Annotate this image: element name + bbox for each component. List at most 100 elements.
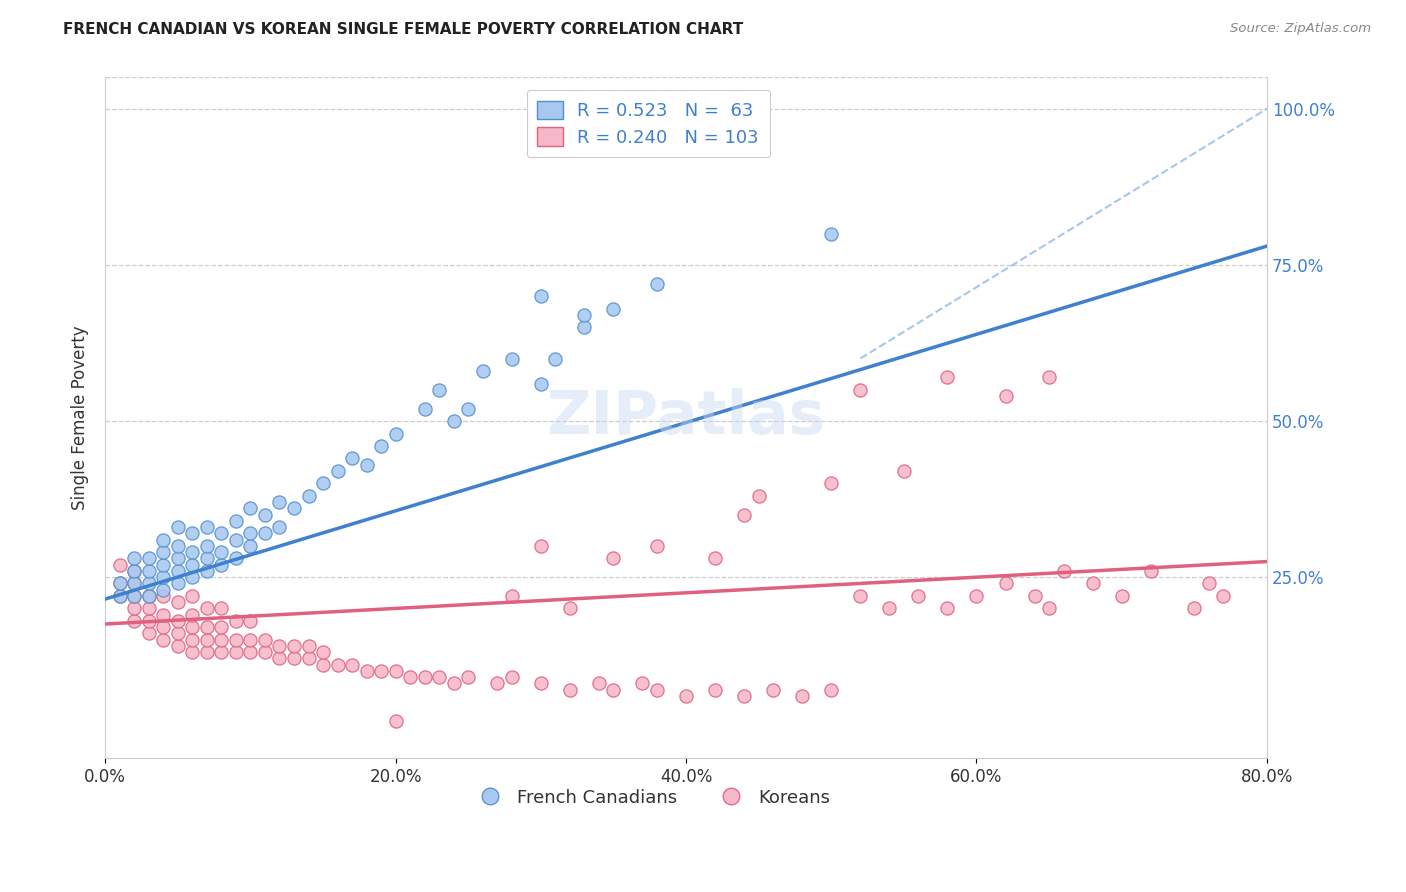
Point	[209, 545, 232, 559]
Point	[704, 551, 727, 566]
Point	[209, 632, 232, 647]
Point	[195, 564, 218, 578]
Point	[138, 601, 160, 615]
Point	[181, 545, 204, 559]
Point	[1139, 564, 1161, 578]
Point	[340, 657, 363, 672]
Point	[1024, 589, 1046, 603]
Point	[312, 657, 335, 672]
Point	[195, 620, 218, 634]
Point	[209, 558, 232, 572]
Point	[530, 539, 553, 553]
Point	[195, 539, 218, 553]
Point	[936, 601, 959, 615]
Point	[122, 589, 145, 603]
Point	[558, 601, 581, 615]
Point	[138, 564, 160, 578]
Point	[427, 670, 450, 684]
Point	[239, 645, 262, 659]
Point	[253, 645, 276, 659]
Point	[588, 676, 610, 690]
Point	[443, 414, 465, 428]
Point	[269, 651, 291, 665]
Point	[792, 689, 814, 703]
Point	[138, 626, 160, 640]
Point	[1212, 589, 1234, 603]
Point	[269, 495, 291, 509]
Point	[356, 664, 378, 678]
Point	[108, 589, 131, 603]
Point	[820, 476, 842, 491]
Point	[166, 520, 188, 534]
Point	[1081, 576, 1104, 591]
Point	[820, 227, 842, 241]
Point	[994, 389, 1017, 403]
Point	[457, 401, 479, 416]
Point	[225, 645, 247, 659]
Point	[384, 664, 406, 678]
Point	[122, 576, 145, 591]
Point	[574, 308, 596, 322]
Point	[181, 632, 204, 647]
Point	[733, 689, 755, 703]
Point	[225, 514, 247, 528]
Point	[166, 626, 188, 640]
Point	[602, 682, 624, 697]
Point	[312, 476, 335, 491]
Point	[152, 582, 174, 597]
Text: FRENCH CANADIAN VS KOREAN SINGLE FEMALE POVERTY CORRELATION CHART: FRENCH CANADIAN VS KOREAN SINGLE FEMALE …	[63, 22, 744, 37]
Point	[195, 632, 218, 647]
Point	[122, 564, 145, 578]
Point	[457, 670, 479, 684]
Point	[312, 645, 335, 659]
Point	[645, 539, 668, 553]
Point	[253, 526, 276, 541]
Point	[181, 620, 204, 634]
Point	[1052, 564, 1074, 578]
Point	[1111, 589, 1133, 603]
Point	[1198, 576, 1220, 591]
Point	[486, 676, 509, 690]
Point	[181, 589, 204, 603]
Point	[195, 520, 218, 534]
Point	[849, 589, 872, 603]
Point	[138, 576, 160, 591]
Text: ZIPatlas: ZIPatlas	[547, 388, 825, 448]
Point	[166, 564, 188, 578]
Point	[209, 601, 232, 615]
Point	[122, 601, 145, 615]
Point	[138, 589, 160, 603]
Point	[370, 439, 392, 453]
Point	[166, 551, 188, 566]
Point	[122, 589, 145, 603]
Point	[966, 589, 988, 603]
Point	[443, 676, 465, 690]
Point	[384, 426, 406, 441]
Point	[239, 614, 262, 628]
Point	[225, 551, 247, 566]
Point	[166, 539, 188, 553]
Point	[152, 545, 174, 559]
Point	[994, 576, 1017, 591]
Point	[209, 620, 232, 634]
Point	[733, 508, 755, 522]
Point	[181, 570, 204, 584]
Point	[239, 526, 262, 541]
Point	[225, 533, 247, 547]
Point	[645, 682, 668, 697]
Point	[297, 489, 319, 503]
Point	[501, 589, 523, 603]
Point	[122, 564, 145, 578]
Point	[879, 601, 901, 615]
Point	[195, 645, 218, 659]
Point	[326, 464, 349, 478]
Point	[181, 645, 204, 659]
Point	[108, 576, 131, 591]
Point	[209, 526, 232, 541]
Point	[544, 351, 567, 366]
Point	[239, 501, 262, 516]
Point	[166, 614, 188, 628]
Point	[370, 664, 392, 678]
Point	[530, 676, 553, 690]
Point	[384, 714, 406, 728]
